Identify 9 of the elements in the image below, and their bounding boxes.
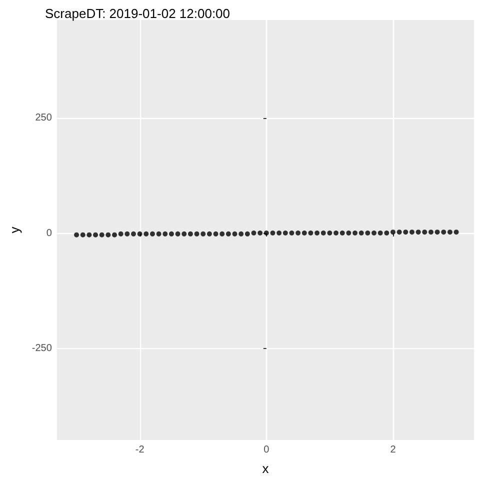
x-tick-label: -2 — [135, 444, 145, 456]
y-axis-title: y — [7, 226, 22, 234]
y-tick-label: 250 — [35, 112, 52, 124]
x-tick-label: 0 — [264, 444, 270, 456]
y-tick-label: -250 — [32, 343, 52, 354]
x-axis-title: x — [262, 461, 270, 476]
chart-title: ScrapeDT: 2019-01-02 12:00:00 — [45, 6, 230, 21]
y-tick-label: 0 — [46, 228, 52, 239]
x-tick-label: 2 — [390, 444, 396, 456]
